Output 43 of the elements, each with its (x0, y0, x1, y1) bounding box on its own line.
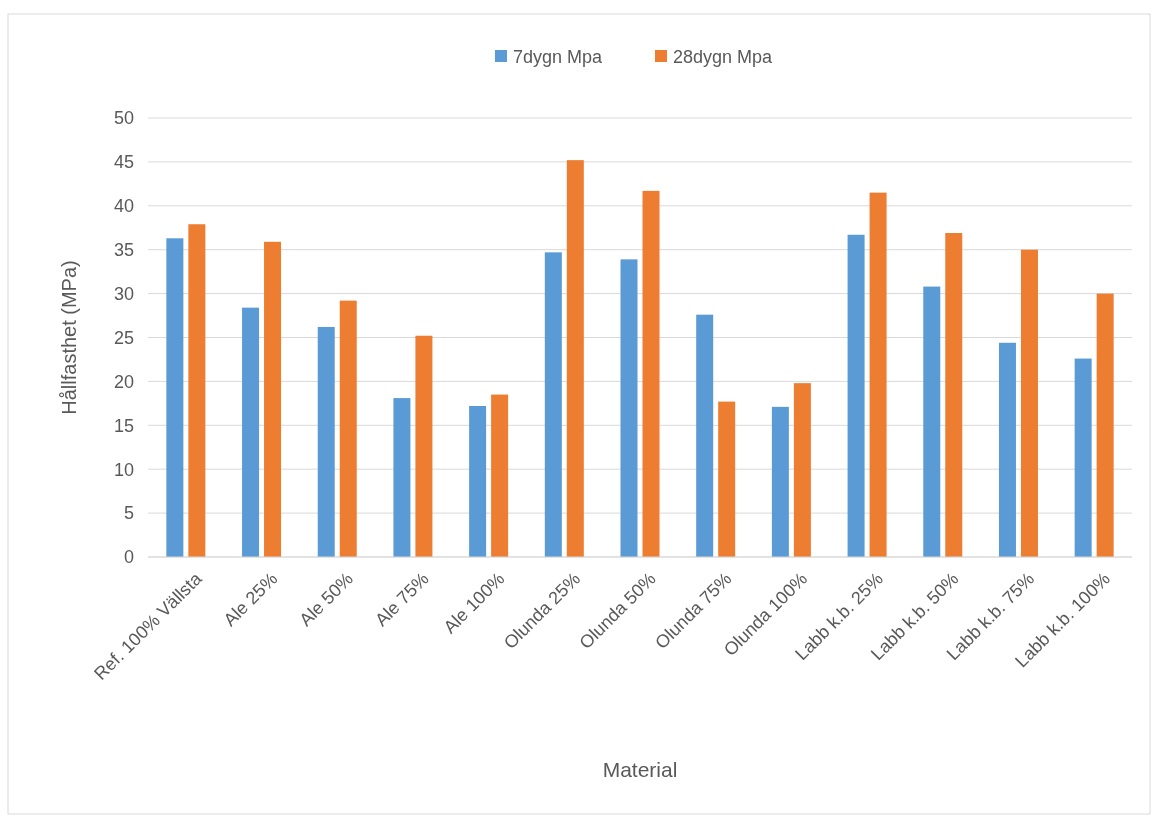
bar (188, 224, 206, 557)
y-tick-label: 40 (113, 196, 134, 217)
bar (415, 335, 433, 557)
x-tick-label: Ale 50% (295, 568, 357, 631)
y-tick-label: 30 (113, 283, 134, 304)
legend-label: 7dygn Mpa (513, 47, 604, 68)
bar (923, 286, 941, 557)
bar (847, 234, 865, 557)
bar (620, 259, 638, 557)
bar (544, 252, 562, 557)
y-tick-label: 20 (113, 371, 134, 392)
bar (945, 233, 963, 557)
legend-label: 28dygn Mpa (673, 47, 774, 68)
y-tick-label: 15 (113, 415, 134, 436)
y-tick-label: 45 (113, 152, 134, 173)
x-axis-title: Material (602, 758, 678, 781)
bar (491, 394, 509, 557)
bar (1074, 358, 1092, 557)
bar (566, 160, 584, 557)
bar (339, 300, 357, 557)
bar (696, 314, 714, 557)
x-tick-label: Ale 75% (371, 568, 433, 631)
y-tick-label: 5 (123, 503, 134, 524)
y-tick-label: 0 (123, 547, 134, 568)
y-tick-label: 35 (113, 240, 134, 260)
bar (242, 307, 260, 557)
bar (1020, 249, 1038, 557)
bar (166, 238, 184, 557)
bar (642, 190, 660, 557)
y-tick-label: 25 (113, 327, 134, 348)
bar (998, 342, 1016, 557)
bar (869, 192, 887, 557)
bar (793, 383, 811, 557)
bar (317, 326, 335, 557)
bar (1096, 293, 1114, 557)
y-tick-label: 10 (113, 459, 134, 480)
bar (264, 241, 282, 557)
bar (393, 398, 411, 557)
y-tick-label: 50 (113, 108, 134, 129)
bar (771, 406, 789, 557)
bar (718, 401, 736, 557)
bar (469, 405, 487, 557)
y-axis-title: Hållfasthet (MPa) (58, 260, 80, 415)
